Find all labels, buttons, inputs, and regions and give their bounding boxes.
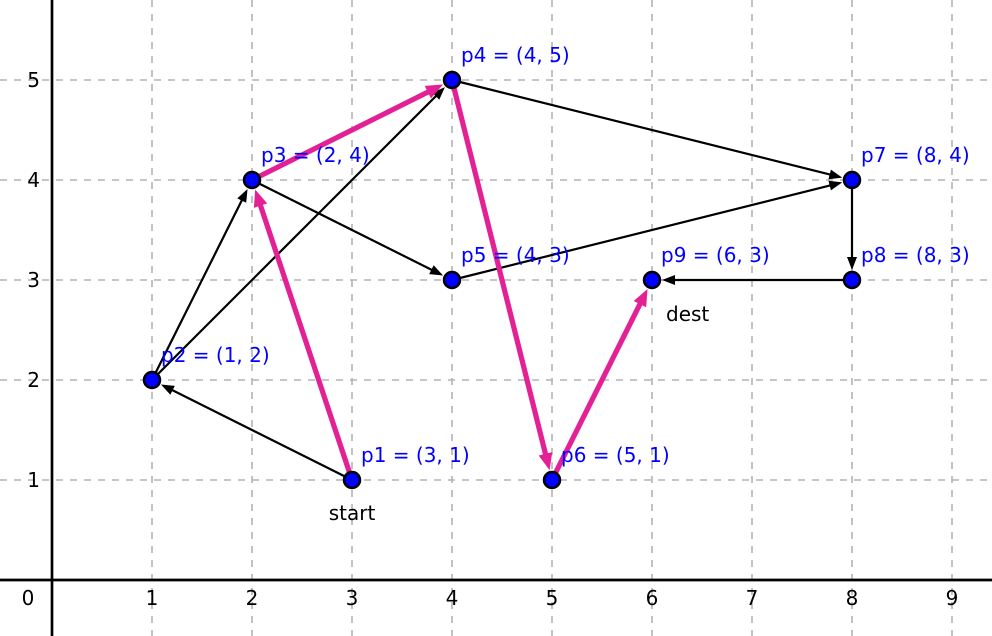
route-edge-p4-p6-arrowhead: [538, 452, 553, 471]
point-label-p3: p3 = (2, 4): [261, 143, 370, 167]
edge-p5-p7: [451, 184, 832, 282]
x-tick-label-8: 8: [846, 586, 859, 610]
y-tick-label-5: 5: [27, 68, 40, 92]
point-label-p7: p7 = (8, 4): [861, 143, 970, 167]
point-label-p6: p6 = (5, 1): [561, 443, 670, 467]
edge-p4-p7: [451, 78, 832, 176]
point-p7[interactable]: [842, 170, 862, 190]
edge-p2-p4-arrowhead: [432, 87, 445, 100]
x-tick-label-2: 2: [246, 586, 259, 610]
x-tick-label-7: 7: [746, 586, 759, 610]
x-tick-label-1: 1: [146, 586, 159, 610]
route-edge-p3-p4-arrowhead: [424, 84, 444, 99]
edge-p2-p4: [151, 94, 438, 381]
x-tick-label-3: 3: [346, 586, 359, 610]
route-edge-p6-p9: [549, 301, 644, 482]
x-tick-label-6: 6: [646, 586, 659, 610]
point-label-p1: p1 = (3, 1): [361, 443, 470, 467]
edge-p1-p2: [170, 388, 353, 481]
point-p3[interactable]: [242, 170, 262, 190]
point-p1[interactable]: [342, 470, 362, 490]
edge-p3-p5: [251, 179, 434, 272]
route-edge-p3-p4: [250, 88, 431, 183]
point-p8[interactable]: [842, 270, 862, 290]
route-edge-p4-p6: [449, 79, 549, 457]
x-tick-label-5: 5: [546, 586, 559, 610]
route-edge-p1-p3: [257, 202, 355, 481]
annotation-start: start: [329, 501, 376, 525]
annotation-dest: dest: [666, 302, 709, 326]
x-tick-label-9: 9: [946, 586, 959, 610]
edge-p4-p7-arrowhead: [828, 169, 843, 180]
y-tick-label-1: 1: [27, 468, 40, 492]
point-p4[interactable]: [442, 70, 462, 90]
point-label-p5: p5 = (4, 3): [461, 243, 570, 267]
point-label-p4: p4 = (4, 5): [461, 43, 570, 67]
edge-p7-p8-arrowhead: [847, 257, 857, 270]
y-tick-label-3: 3: [27, 268, 40, 292]
edge-p1-p2-arrowhead: [160, 384, 175, 395]
route-edge-p6-p9-arrowhead: [633, 288, 648, 308]
point-label-p8: p8 = (8, 3): [861, 243, 970, 267]
point-label-p2: p2 = (1, 2): [161, 343, 270, 367]
edge-p8-p9-arrowhead: [662, 275, 675, 285]
point-p9[interactable]: [642, 270, 662, 290]
x-tick-label-4: 4: [446, 586, 459, 610]
x-tick-label-0: 0: [22, 586, 35, 610]
route-edge-p1-p3-arrowhead: [253, 189, 268, 208]
point-p2[interactable]: [142, 370, 162, 390]
edge-p3-p5-arrowhead: [429, 265, 444, 276]
edge-p2-p3-arrowhead: [237, 188, 248, 203]
point-label-p9: p9 = (6, 3): [661, 243, 770, 267]
edge-p2-p3: [151, 198, 244, 381]
point-p6[interactable]: [542, 470, 562, 490]
point-p5[interactable]: [442, 270, 462, 290]
y-tick-label-4: 4: [27, 168, 40, 192]
edge-p5-p7-arrowhead: [828, 180, 843, 191]
y-tick-label-2: 2: [27, 368, 40, 392]
